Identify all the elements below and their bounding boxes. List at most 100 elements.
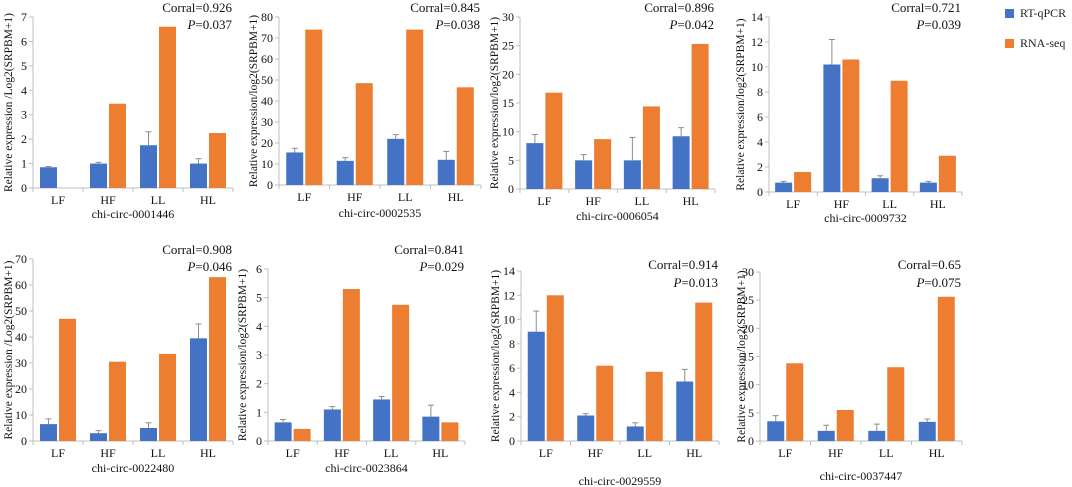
p-symbol: P bbox=[915, 17, 924, 32]
bar-rtqpcr-hf bbox=[90, 433, 107, 441]
legend-swatch-rnaseq bbox=[1005, 38, 1014, 48]
bar-rtqpcr-ll bbox=[623, 160, 641, 189]
bar-rtqpcr-lf bbox=[286, 152, 304, 185]
y-tick-label: 0 bbox=[757, 185, 763, 199]
x-tick-label-hl: HL bbox=[200, 446, 216, 460]
bar-rnaseq-ll bbox=[406, 29, 424, 185]
p-symbol: P bbox=[418, 259, 427, 274]
y-tick-label: 10 bbox=[15, 408, 27, 422]
bar-rtqpcr-ll bbox=[626, 426, 644, 441]
chart-panel-3: 0 5 10 15 20 25 30 LF HF LL HL Relative expression/… bbox=[489, 0, 716, 223]
y-tick-label: 0 bbox=[509, 434, 515, 448]
y-tick-label: 2 bbox=[256, 377, 262, 391]
chart-panel-2: 0 10 20 30 40 50 60 70 80 LF HF LL HL Relative expres… bbox=[248, 0, 482, 220]
x-tick-label-hl: HL bbox=[432, 446, 448, 460]
bar-rtqpcr-hf bbox=[823, 64, 841, 192]
y-tick-label: 12 bbox=[503, 288, 515, 302]
y-tick-label: 10 bbox=[261, 157, 273, 171]
x-tick-label-hf: HF bbox=[100, 446, 116, 460]
correlation-label: Corral=0.908 bbox=[162, 242, 232, 257]
y-tick-label: 3 bbox=[21, 108, 27, 122]
x-tick-label-ll: LL bbox=[635, 194, 650, 208]
y-tick-label: 25 bbox=[502, 39, 514, 53]
y-tick-label: 1 bbox=[21, 157, 27, 171]
bar-rtqpcr-hl bbox=[672, 136, 690, 189]
bar-rtqpcr-lf bbox=[274, 422, 292, 441]
y-tick-label: 15 bbox=[502, 96, 514, 110]
y-tick-label: 0 bbox=[748, 434, 754, 448]
y-tick-label: 30 bbox=[15, 356, 27, 370]
bar-rnaseq-ll bbox=[642, 106, 660, 189]
x-tick-label-ll: LL bbox=[384, 446, 399, 460]
x-tick-label-ll: LL bbox=[151, 193, 166, 207]
y-tick-label: 40 bbox=[261, 94, 273, 108]
bar-rnaseq-ll bbox=[159, 353, 176, 441]
bar-rnaseq-hl bbox=[691, 43, 709, 189]
p-value: =0.013 bbox=[681, 275, 718, 290]
bar-rtqpcr-hl bbox=[918, 421, 936, 441]
bar-rtqpcr-hf bbox=[90, 163, 107, 188]
y-tick-label: 0 bbox=[508, 182, 514, 196]
y-tick-label: 0 bbox=[21, 434, 27, 448]
y-tick-label: 60 bbox=[261, 52, 273, 66]
bar-rtqpcr-lf bbox=[775, 182, 793, 192]
p-value-label: P=0.075 bbox=[915, 275, 961, 290]
y-tick-label: 4 bbox=[509, 385, 515, 399]
x-tick-label-lf: LF bbox=[286, 446, 300, 460]
y-tick-label: 20 bbox=[502, 67, 514, 81]
chart-panel-5: 0 10 20 30 40 50 60 70 LF HF LL HL Relative expressi… bbox=[3, 242, 234, 475]
bar-rnaseq-lf bbox=[546, 295, 564, 441]
x-tick-label-ll: LL bbox=[882, 197, 897, 211]
y-tick-label: 70 bbox=[15, 252, 27, 266]
y-tick-label: 80 bbox=[261, 10, 273, 24]
bar-rnaseq-hf bbox=[596, 365, 614, 441]
y-tick-label: 50 bbox=[261, 73, 273, 87]
bar-rtqpcr-ll bbox=[868, 430, 886, 441]
y-tick-label: 3 bbox=[256, 348, 262, 362]
bar-rtqpcr-lf bbox=[40, 167, 57, 188]
y-tick-label: 1 bbox=[256, 405, 262, 419]
x-tick-label-lf: LF bbox=[539, 446, 553, 460]
y-axis-label: Relative expression/log2(SRPBM+1) bbox=[489, 17, 501, 189]
bar-rtqpcr-lf bbox=[526, 143, 544, 189]
bar-rnaseq-lf bbox=[786, 363, 804, 441]
bar-rnaseq-hl bbox=[441, 422, 459, 441]
bar-rnaseq-hf bbox=[342, 289, 360, 441]
x-tick-label-lf: LF bbox=[537, 194, 551, 208]
bar-rtqpcr-hl bbox=[422, 416, 440, 441]
bar-rnaseq-lf bbox=[293, 428, 311, 441]
y-axis-label: Relative expression/log2(SRPBM+1) bbox=[237, 269, 249, 441]
bar-rnaseq-lf bbox=[545, 92, 563, 189]
p-symbol: P bbox=[186, 259, 195, 274]
y-tick-label: 5 bbox=[256, 291, 262, 305]
y-tick-label: 10 bbox=[503, 313, 515, 327]
bar-rtqpcr-ll bbox=[140, 145, 157, 188]
bar-rtqpcr-hl bbox=[190, 338, 207, 441]
p-symbol: P bbox=[668, 17, 677, 32]
correlation-label: Corral=0.845 bbox=[410, 0, 480, 15]
p-value: =0.029 bbox=[427, 259, 464, 274]
x-tick-label-hl: HL bbox=[448, 190, 464, 204]
bar-rnaseq-ll bbox=[887, 367, 905, 441]
chart-title: chi-circ-0001446 bbox=[92, 207, 175, 221]
y-axis-label: Relative expression /Log2(SRPBM+1) bbox=[3, 13, 15, 192]
y-tick-label: 10 bbox=[751, 60, 763, 74]
chart-panel-1: 0 1 2 3 4 5 6 7 LF HF LL HL Relative expression /Log… bbox=[3, 0, 234, 221]
p-symbol: P bbox=[186, 17, 195, 32]
legend-label-rnaseq: RNA-seq bbox=[1020, 35, 1066, 50]
legend-item-rtqpcr: RT-qPCR bbox=[1005, 2, 1066, 24]
y-tick-label: 0 bbox=[267, 178, 273, 192]
bar-rnaseq-hl bbox=[456, 87, 474, 185]
p-value: =0.075 bbox=[924, 275, 961, 290]
y-tick-label: 0 bbox=[256, 434, 262, 448]
chart-title: chi-circ-0009732 bbox=[824, 211, 907, 225]
legend-swatch-rtqpcr bbox=[1005, 8, 1014, 18]
x-tick-label-lf: LF bbox=[51, 446, 65, 460]
y-tick-label: 12 bbox=[751, 35, 763, 49]
x-tick-label-hf: HF bbox=[347, 190, 363, 204]
y-tick-label: 6 bbox=[21, 34, 27, 48]
y-axis-label: Relative expression/log2(SRPBM+1) bbox=[735, 18, 747, 190]
y-tick-label: 50 bbox=[15, 304, 27, 318]
bar-rtqpcr-hf bbox=[323, 409, 341, 441]
